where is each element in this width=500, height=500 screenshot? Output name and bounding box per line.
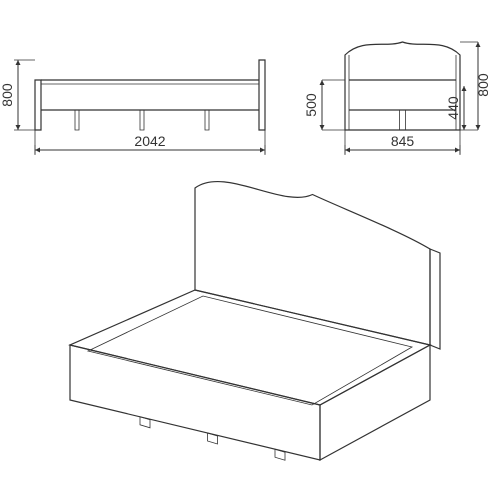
end-view [345, 42, 460, 130]
dim-end-width: 845 [391, 133, 415, 149]
dim-side-height: 800 [0, 83, 15, 107]
dim-end-height: 800 [475, 73, 491, 97]
perspective-view [70, 182, 440, 461]
dim-side-length: 2042 [134, 133, 165, 149]
dim-end-inner: 500 [303, 93, 319, 117]
side-view [35, 60, 265, 130]
dim-end-leg: 440 [445, 96, 461, 120]
